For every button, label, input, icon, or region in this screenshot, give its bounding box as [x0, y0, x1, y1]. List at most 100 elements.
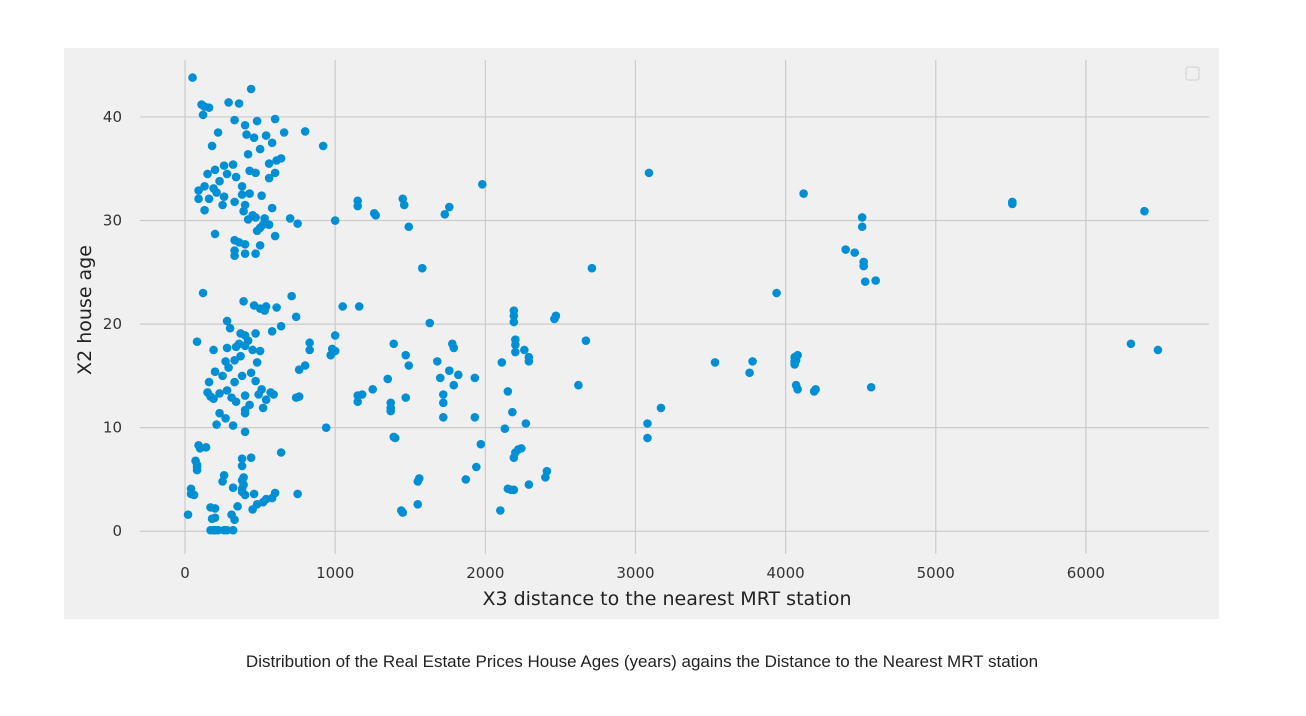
- data-point: [793, 385, 802, 394]
- data-point: [390, 433, 400, 443]
- data-point: [255, 144, 265, 154]
- data-point: [264, 159, 274, 168]
- data-point: [210, 165, 220, 175]
- data-point: [243, 215, 253, 224]
- data-point: [438, 390, 448, 399]
- data-points: [183, 73, 1163, 535]
- data-point: [857, 213, 867, 222]
- x-tick-label: 4000: [767, 564, 805, 582]
- data-point: [201, 443, 211, 452]
- data-point: [521, 419, 531, 428]
- data-point: [258, 497, 268, 507]
- data-point: [228, 160, 238, 169]
- data-point: [224, 363, 233, 372]
- data-point: [264, 220, 274, 229]
- data-point: [574, 380, 583, 390]
- x-tick-labels: 0 1000 2000 3000 4000 5000 6000: [180, 564, 1105, 582]
- data-point: [237, 371, 247, 381]
- data-point: [371, 211, 381, 220]
- data-point: [267, 327, 277, 336]
- data-point: [200, 182, 209, 191]
- scatter-plot: 0 1000 2000 3000 4000 5000 6000 0 10 20 30 40 X3 d…: [74, 60, 1209, 610]
- data-point: [213, 525, 223, 535]
- data-point: [221, 414, 230, 423]
- data-point: [438, 398, 448, 408]
- data-point: [257, 191, 266, 200]
- data-point: [194, 194, 203, 204]
- data-point: [383, 374, 393, 384]
- data-point: [204, 377, 214, 387]
- data-point: [287, 291, 296, 301]
- data-point: [470, 412, 480, 422]
- data-point: [509, 317, 519, 327]
- data-point: [551, 311, 561, 321]
- data-point: [251, 249, 260, 258]
- data-point: [508, 407, 517, 417]
- data-point: [269, 390, 278, 399]
- data-point: [404, 361, 414, 370]
- data-point: [261, 131, 271, 140]
- data-point: [748, 357, 757, 366]
- data-point: [517, 444, 526, 453]
- data-point: [440, 210, 450, 219]
- data-point: [198, 288, 208, 298]
- data-point: [234, 99, 244, 108]
- data-point: [255, 346, 265, 356]
- data-point: [300, 361, 310, 370]
- data-point: [305, 338, 314, 348]
- data-point: [245, 189, 254, 198]
- data-point: [248, 505, 257, 514]
- y-tick-labels: 0 10 20 30 40: [103, 108, 122, 540]
- data-point: [357, 390, 367, 399]
- data-point: [252, 226, 262, 236]
- data-point: [258, 220, 268, 229]
- data-point: [1153, 345, 1163, 355]
- y-tick-label: 20: [103, 315, 122, 333]
- x-tick-label: 2000: [466, 564, 504, 582]
- data-point: [228, 421, 238, 430]
- data-point: [215, 389, 224, 398]
- data-point: [276, 321, 286, 331]
- data-point: [581, 336, 591, 345]
- data-point: [267, 138, 277, 148]
- data-point: [478, 179, 487, 189]
- data-point: [710, 358, 720, 367]
- data-point: [243, 336, 253, 345]
- data-point: [643, 419, 652, 428]
- data-point: [305, 345, 314, 355]
- data-point: [444, 202, 454, 212]
- data-point: [294, 392, 304, 401]
- data-point: [386, 406, 396, 416]
- data-point: [230, 377, 239, 387]
- data-point: [230, 356, 239, 365]
- data-point: [188, 73, 197, 82]
- y-tick-label: 0: [112, 522, 122, 540]
- data-point: [860, 277, 870, 286]
- data-point: [417, 263, 427, 273]
- data-point: [453, 370, 463, 380]
- data-point: [330, 331, 340, 340]
- data-point: [841, 245, 850, 254]
- data-point: [398, 508, 408, 517]
- data-point: [542, 466, 552, 476]
- data-point: [230, 115, 239, 125]
- data-point: [790, 360, 799, 369]
- data-point: [449, 380, 459, 390]
- data-point: [511, 340, 520, 350]
- data-point: [198, 110, 208, 120]
- y-axis-label: X2 house age: [74, 245, 96, 375]
- data-point: [255, 241, 265, 250]
- data-point: [413, 499, 423, 509]
- data-point: [470, 373, 480, 383]
- data-point: [210, 229, 220, 239]
- data-point: [318, 141, 328, 151]
- data-point: [222, 386, 232, 395]
- data-point: [240, 391, 250, 400]
- data-point: [509, 311, 519, 321]
- x-tick-label: 3000: [616, 564, 654, 582]
- data-point: [200, 205, 209, 215]
- data-point: [251, 329, 260, 338]
- data-point: [249, 133, 259, 142]
- data-point: [656, 403, 666, 413]
- data-point: [230, 515, 239, 525]
